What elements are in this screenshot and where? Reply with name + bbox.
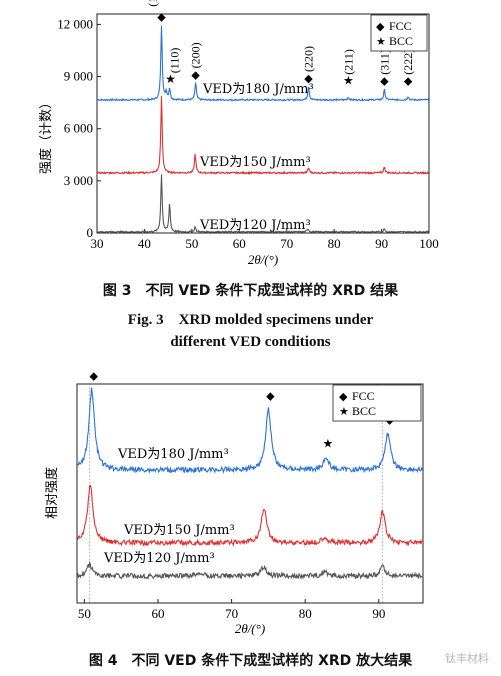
x-tick-label: 30 — [91, 236, 104, 251]
fcc-marker: ◆ — [157, 11, 166, 24]
series-line — [97, 96, 429, 176]
series-label: VED为150 J/mm³ — [123, 523, 235, 538]
series-label: VED为150 J/mm³ — [199, 155, 311, 170]
x-tick-label: 70 — [225, 606, 238, 621]
x-tick-label: 50 — [78, 606, 91, 621]
y-tick-label: 0 — [87, 225, 94, 240]
y-axis-label: 强度（计数） — [38, 96, 54, 174]
hkl-label: (222) — [401, 49, 415, 75]
legend-label: FCC — [352, 389, 375, 403]
hkl-label: (211) — [341, 49, 355, 75]
fcc-legend-marker: ◆ — [339, 390, 348, 403]
legend-label: BCC — [389, 34, 413, 48]
legend-label: FCC — [389, 19, 412, 33]
figure3-caption-en-line1: Fig. 3 XRD molded specimens under — [127, 312, 374, 328]
x-tick-label: 90 — [375, 236, 388, 251]
series-line — [77, 560, 423, 580]
bcc-marker: ★ — [322, 437, 333, 451]
y-tick-label: 12 000 — [57, 16, 93, 31]
x-tick-label: 100 — [419, 236, 439, 251]
series-label: VED为120 J/mm³ — [103, 551, 215, 566]
y-tick-label: 9 000 — [64, 69, 93, 84]
figure3-caption-cn: 图 3 不同 VED 条件下成型试样的 XRD 结果 — [102, 283, 399, 299]
series-line — [77, 484, 423, 547]
x-tick-label: 80 — [328, 236, 341, 251]
legend-label: BCC — [352, 404, 376, 418]
plot-frame — [76, 383, 424, 604]
y-tick-label: 6 000 — [64, 121, 93, 136]
fcc-marker: ◆ — [404, 75, 413, 88]
bcc-marker: ★ — [343, 74, 354, 88]
x-tick-label: 90 — [372, 606, 385, 621]
x-tick-label: 70 — [280, 236, 293, 251]
watermark: 钛丰材料 — [445, 652, 489, 665]
xrd-chart: 30 40 50 60 70 80 90 100 0 3 000 6 000 9 000 12 000 2… — [38, 0, 439, 267]
plot-frame — [96, 13, 430, 234]
series-label: VED为180 J/mm³ — [202, 82, 314, 97]
legend-box — [332, 384, 422, 422]
hkl-label: (200) — [189, 42, 203, 68]
fcc-marker: ◆ — [304, 72, 313, 85]
xrd-enlarged-chart: 50 60 70 80 90 2θ/(°) 相对强度 VED为180 J/mm³ VED为150… — [44, 369, 424, 636]
fcc-marker: ◆ — [191, 68, 200, 81]
legend-box — [370, 14, 428, 52]
x-tick-label: 60 — [151, 606, 164, 621]
fcc-marker: ◆ — [380, 75, 389, 88]
x-tick-label: 80 — [299, 606, 312, 621]
series-line — [77, 387, 423, 475]
y-tick-label: 3 000 — [64, 173, 93, 188]
fcc-marker: ◆ — [266, 389, 275, 402]
series-label: VED为180 J/mm³ — [117, 447, 229, 462]
y-axis-label: 相对强度 — [44, 467, 60, 519]
series-line — [97, 174, 429, 233]
hkl-label: (111) — [146, 0, 160, 7]
series-label: VED为120 J/mm³ — [199, 218, 311, 233]
series-line — [97, 25, 429, 102]
figure3-caption-en-line2: different VED conditions — [170, 334, 331, 350]
x-tick-label: 40 — [138, 236, 151, 251]
bcc-legend-marker: ★ — [339, 405, 349, 418]
hkl-label: (311) — [377, 49, 391, 75]
hkl-label: (220) — [302, 46, 316, 72]
x-axis-label: 2θ/(°) — [235, 621, 265, 636]
fcc-legend-marker: ◆ — [376, 20, 385, 33]
x-tick-label: 50 — [185, 236, 198, 251]
hkl-label: (110) — [168, 48, 182, 74]
bcc-marker: ★ — [165, 72, 176, 86]
x-tick-label: 60 — [233, 236, 246, 251]
x-axis-label: 2θ/(°) — [248, 252, 278, 267]
bcc-legend-marker: ★ — [376, 35, 386, 48]
fcc-marker: ◆ — [89, 369, 98, 382]
figure4-caption-cn: 图 4 不同 VED 条件下成型试样的 XRD 放大结果 — [88, 653, 413, 669]
